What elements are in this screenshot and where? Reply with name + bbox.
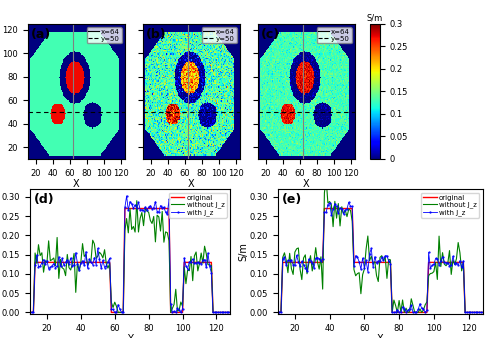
Line: original: original: [262, 209, 482, 312]
without J_z: [227, 310, 233, 314]
without J_z: [100, 256, 106, 260]
without J_z: [376, 280, 382, 284]
with J_z: [312, 256, 318, 260]
Title: S/m: S/m: [367, 14, 383, 23]
without J_z: [124, 217, 130, 221]
with J_z: [340, 212, 346, 216]
without J_z: [312, 246, 318, 250]
X-axis label: X: X: [303, 179, 310, 189]
X-axis label: X: X: [73, 179, 80, 189]
Legend: original, without J_z, with J_z: original, without J_z, with J_z: [421, 193, 479, 218]
Line: without J_z: without J_z: [262, 179, 482, 312]
Legend: x=64, y=50: x=64, y=50: [86, 27, 122, 43]
without J_z: [480, 310, 486, 314]
without J_z: [450, 258, 456, 262]
with J_z: [376, 259, 382, 263]
Line: with J_z: with J_z: [261, 201, 484, 313]
without J_z: [64, 252, 70, 257]
Legend: x=64, y=50: x=64, y=50: [202, 27, 236, 43]
without J_z: [471, 310, 477, 314]
Text: (b): (b): [146, 28, 166, 41]
original: [376, 260, 382, 264]
without J_z: [323, 177, 329, 181]
without J_z: [92, 242, 98, 246]
original: [342, 207, 348, 211]
without J_z: [342, 208, 348, 212]
original: [100, 260, 106, 264]
with J_z: [471, 310, 477, 314]
original: [126, 207, 132, 211]
with J_z: [100, 258, 106, 262]
original: [227, 310, 233, 314]
with J_z: [346, 200, 352, 204]
Legend: original, without J_z, with J_z: original, without J_z, with J_z: [168, 193, 226, 218]
original: [92, 260, 98, 264]
Y-axis label: S/m: S/m: [238, 242, 248, 261]
original: [12, 310, 18, 314]
Text: (c): (c): [260, 28, 280, 41]
original: [322, 207, 328, 211]
X-axis label: Y: Y: [127, 335, 133, 338]
original: [480, 310, 486, 314]
original: [471, 310, 477, 314]
original: [218, 310, 224, 314]
Text: (e): (e): [282, 193, 302, 206]
with J_z: [450, 254, 456, 258]
original: [351, 260, 357, 264]
X-axis label: X: X: [376, 335, 384, 338]
with J_z: [218, 310, 224, 314]
with J_z: [126, 209, 132, 213]
without J_z: [218, 310, 224, 314]
Line: with J_z: with J_z: [14, 195, 231, 313]
Text: (a): (a): [30, 28, 50, 41]
with J_z: [480, 310, 486, 314]
Line: original: original: [14, 209, 230, 312]
Line: without J_z: without J_z: [14, 201, 230, 312]
Text: (d): (d): [34, 193, 54, 206]
without J_z: [12, 310, 18, 314]
without J_z: [351, 268, 357, 272]
original: [198, 260, 204, 264]
X-axis label: X: X: [188, 179, 194, 189]
without J_z: [134, 199, 140, 203]
with J_z: [92, 256, 98, 260]
with J_z: [259, 310, 265, 314]
with J_z: [351, 264, 357, 268]
original: [64, 260, 70, 264]
without J_z: [259, 310, 265, 314]
Legend: x=64, y=50: x=64, y=50: [316, 27, 352, 43]
without J_z: [198, 251, 204, 255]
original: [312, 260, 318, 264]
with J_z: [198, 262, 204, 266]
with J_z: [227, 310, 233, 314]
with J_z: [124, 194, 130, 198]
original: [259, 310, 265, 314]
original: [122, 207, 128, 211]
with J_z: [12, 310, 18, 314]
original: [450, 260, 456, 264]
with J_z: [64, 258, 70, 262]
